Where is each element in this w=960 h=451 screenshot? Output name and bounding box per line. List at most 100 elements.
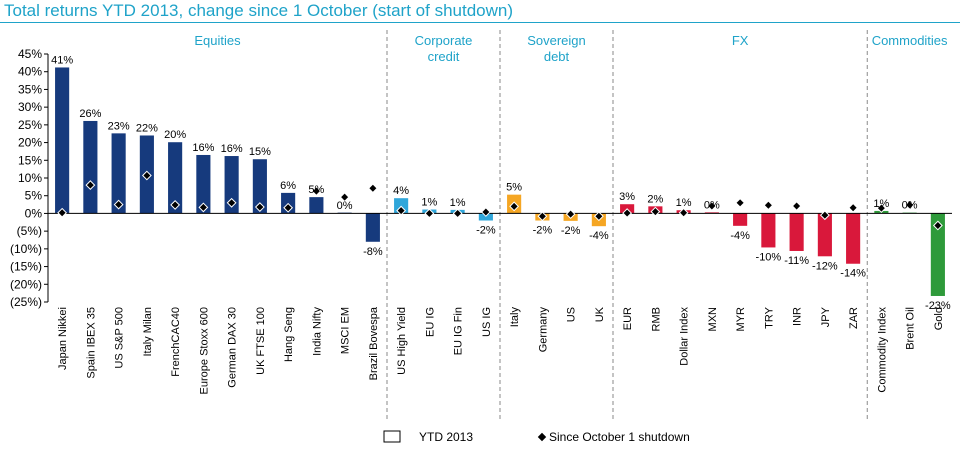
bar	[846, 213, 861, 264]
data-label: 1%	[450, 197, 466, 209]
y-tick-label: 45%	[18, 47, 42, 61]
legend-box-swatch	[383, 430, 401, 443]
data-label: -10%	[756, 251, 782, 263]
data-label: -4%	[730, 230, 750, 242]
x-tick-label: EU IG	[424, 307, 436, 337]
title-rule	[0, 22, 960, 23]
group-label: Sovereign	[527, 33, 586, 48]
x-tick-label: US	[566, 307, 578, 322]
x-tick-label: Hang Seng	[283, 307, 295, 362]
bar	[55, 67, 70, 214]
data-label: 16%	[221, 143, 243, 155]
shutdown-marker	[339, 192, 350, 203]
bar	[704, 212, 719, 214]
bar	[761, 213, 776, 248]
x-tick-label: FrenchCAC40	[170, 307, 182, 377]
shutdown-marker	[141, 170, 152, 181]
legend-label: YTD 2013	[419, 430, 473, 444]
x-tick-label: Commodity Index	[876, 307, 888, 393]
data-label: -14%	[840, 268, 866, 280]
x-tick-label: TRY	[763, 306, 775, 328]
shutdown-markers	[57, 170, 943, 231]
bar	[365, 213, 380, 242]
shutdown-marker	[396, 205, 407, 216]
data-label: -23%	[925, 300, 951, 312]
bar	[168, 142, 183, 214]
shutdown-marker	[170, 200, 181, 210]
shutdown-marker	[904, 200, 915, 210]
shutdown-marker	[367, 183, 378, 194]
data-label: 4%	[393, 185, 409, 197]
shutdown-marker	[509, 201, 520, 212]
shutdown-marker	[848, 202, 859, 213]
shutdown-marker	[565, 209, 576, 220]
bars	[55, 67, 945, 296]
x-tick-label: MYR	[735, 307, 747, 332]
y-tick-label: (5%)	[17, 224, 42, 238]
y-axis: 45% 40% 35% 30% 25% 20% 15% 10% 5% 0% (5%) (10%) (15…	[10, 47, 49, 309]
x-tick-label: German DAX 30	[227, 307, 239, 388]
y-tick-label: 20%	[18, 136, 42, 150]
data-label: 26%	[79, 108, 101, 120]
bar	[930, 213, 945, 296]
group-label: Commodities	[872, 33, 948, 48]
legend: YTD 2013 Since October 1 shutdown	[383, 430, 690, 444]
x-tick-label: Spain IBEX 35	[85, 307, 97, 379]
shutdown-marker	[706, 201, 717, 211]
data-label: -2%	[476, 225, 496, 237]
y-tick-label: (20%)	[10, 277, 42, 291]
x-tick-label: EU IG Fin	[453, 307, 465, 355]
data-label: 23%	[108, 120, 130, 132]
x-tick-label: Gold	[933, 307, 945, 330]
shutdown-marker	[650, 206, 661, 217]
group-label: Corporate	[415, 33, 473, 48]
shutdown-marker	[622, 208, 633, 218]
x-tick-label: INR	[792, 307, 804, 326]
shutdown-marker	[452, 208, 463, 219]
bar	[196, 154, 211, 214]
shutdown-marker	[876, 203, 887, 214]
x-tick-label: Europe Stoxx 600	[198, 307, 210, 394]
shutdown-marker	[57, 207, 68, 218]
x-tick-label: US High Yield	[396, 307, 408, 375]
x-tick-label: US S&P 500	[114, 307, 126, 369]
shutdown-marker	[763, 200, 774, 211]
x-tick-label: Germany	[537, 307, 549, 353]
data-label: 20%	[164, 129, 186, 141]
x-tick-label: MSCI EM	[340, 307, 352, 354]
shutdown-marker	[113, 199, 124, 210]
x-tick-label: Brent Oil	[905, 307, 917, 350]
x-tick-label: Italy Milan	[142, 307, 154, 357]
data-label: -4%	[589, 230, 609, 242]
group-label: debt	[544, 49, 570, 64]
shutdown-marker	[593, 211, 604, 222]
x-tick-label: ZAR	[848, 307, 860, 329]
x-tick-label: MXN	[707, 307, 719, 332]
data-label: -12%	[812, 260, 838, 272]
y-tick-label: 35%	[18, 82, 42, 96]
group-label: FX	[732, 33, 749, 48]
x-tick-label: Dollar Index	[679, 307, 691, 366]
y-tick-label: (10%)	[10, 242, 42, 256]
data-label: 1%	[676, 197, 692, 209]
bar	[817, 213, 832, 257]
shutdown-marker	[537, 211, 548, 222]
shutdown-marker	[85, 180, 96, 190]
bar	[733, 213, 748, 226]
shutdown-marker	[819, 210, 830, 221]
data-label: 1%	[873, 198, 889, 210]
bar	[478, 213, 493, 221]
shutdown-marker	[283, 202, 294, 213]
y-tick-label: 0%	[25, 206, 43, 220]
data-label: 0%	[337, 200, 353, 212]
legend-label: Since October 1 shutdown	[549, 430, 690, 444]
shutdown-marker	[932, 220, 943, 231]
x-tick-label: UK	[594, 306, 606, 322]
group-label: Equities	[194, 33, 241, 48]
chart-title: Total returns YTD 2013, change since 1 O…	[4, 1, 514, 20]
data-label: 1%	[421, 197, 437, 209]
y-tick-label: 25%	[18, 118, 42, 132]
shutdown-marker	[226, 197, 237, 208]
group-label: credit	[428, 49, 460, 64]
